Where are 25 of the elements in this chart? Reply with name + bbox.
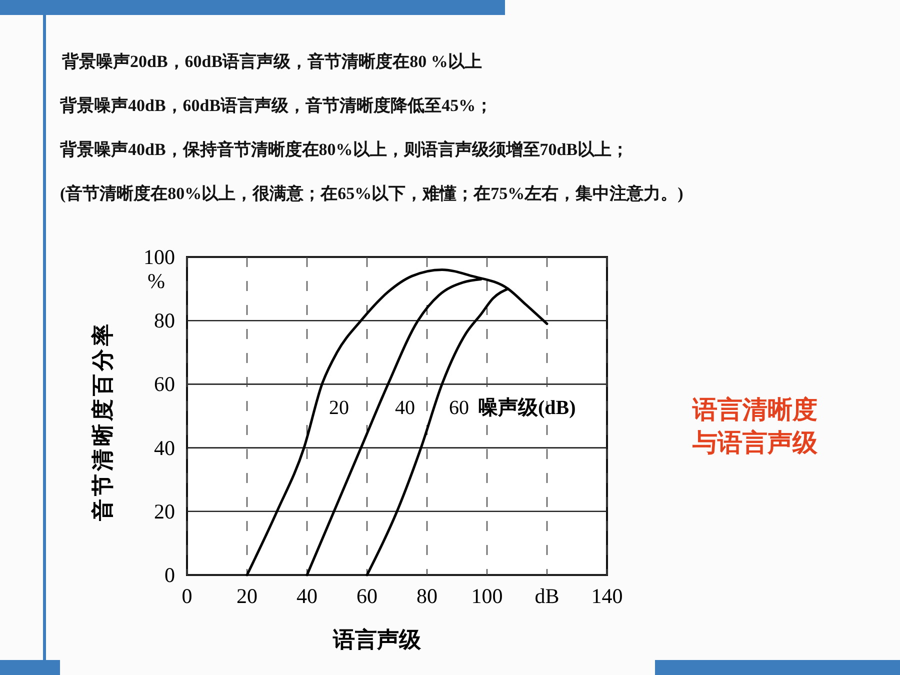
x-tick-label: 140 xyxy=(591,584,623,608)
x-tick-label: 100 xyxy=(471,584,503,608)
text: 背景噪声20dB，60dB语言声级，音节清晰度在80 %以上 xyxy=(61,52,482,71)
series-label: 20 xyxy=(329,397,349,420)
text: 背景噪声40dB，保持音节清晰度在80%以上，则语言声级须增至70dB以上； xyxy=(59,140,629,159)
legend-title: 噪声级(dB) xyxy=(478,397,576,420)
y-tick-label: 20 xyxy=(154,499,175,524)
text: (音节清晰度在80%以上，很满意；在65%以下，难懂；在75%左右，集中注意力。) xyxy=(60,184,684,203)
y-tick-label: 40 xyxy=(154,436,175,460)
y-tick-label: 0 xyxy=(164,563,175,587)
x-tick-label: 40 xyxy=(296,584,318,608)
x-tick-label: 80 xyxy=(416,584,438,608)
x-tick-label: 0 xyxy=(182,584,192,608)
text: 语言清晰度与语言声级 xyxy=(692,396,818,457)
y-tick-label: 60 xyxy=(154,372,175,396)
y-tick-label: 80 xyxy=(154,308,175,333)
series-label: 60 xyxy=(449,397,469,420)
x-tick-label: 20 xyxy=(236,584,258,608)
x-tick-label: 60 xyxy=(356,584,378,608)
x-tick-label: dB xyxy=(534,584,560,608)
y-tick-label: 100 % xyxy=(144,245,175,293)
text: 背景噪声40dB，60dB语言声级，音节清晰度降低至45%； xyxy=(59,96,493,115)
x-axis-title: 语言声级 xyxy=(332,627,422,652)
y-axis-title: 音节清晰度百分率 xyxy=(90,321,115,522)
series-label: 40 xyxy=(395,397,415,420)
